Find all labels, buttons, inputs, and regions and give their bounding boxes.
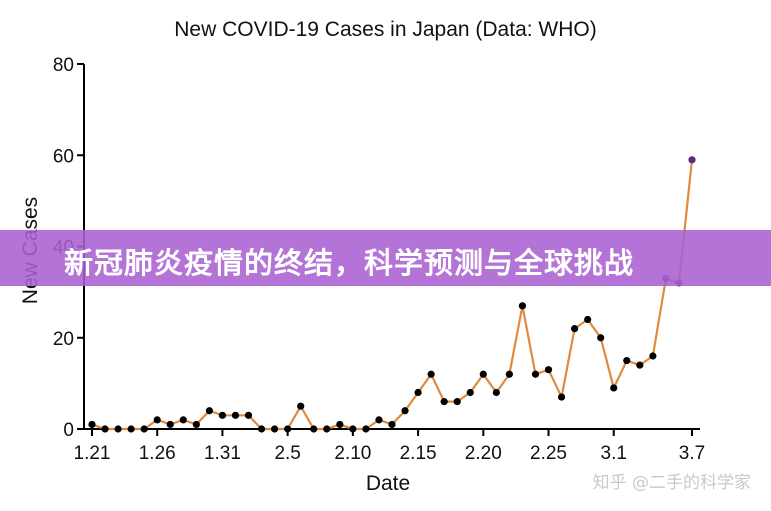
data-point: [336, 420, 344, 429]
data-point: [427, 370, 435, 378]
data-point: [401, 407, 409, 415]
y-tick-label: 20: [53, 329, 74, 350]
x-tick-label: 2.10: [334, 443, 371, 464]
ticks: 0204060801.211.261.312.52.102.152.202.25…: [53, 55, 705, 464]
data-point: [505, 370, 513, 378]
data-point: [140, 425, 148, 433]
y-tick-label: 60: [53, 146, 74, 167]
data-point: [440, 398, 448, 406]
data-point: [362, 425, 370, 433]
data-point: [271, 425, 279, 433]
x-tick-label: 3.1: [601, 443, 627, 464]
y-tick-label: 0: [63, 420, 74, 441]
data-point: [153, 416, 161, 424]
data-point: [231, 411, 240, 419]
data-point: [218, 411, 227, 419]
data-point: [349, 425, 357, 433]
data-point: [479, 370, 487, 378]
data-point: [623, 356, 631, 365]
banner-title: 新冠肺炎疫情的终结，科学预测与全球挑战: [64, 246, 635, 280]
data-point: [388, 420, 396, 429]
data-point: [584, 315, 592, 324]
data-point: [257, 425, 266, 433]
data-point: [192, 420, 200, 429]
x-tick-label: 2.20: [465, 443, 502, 464]
watermark: 知乎 @二手的科学家: [592, 473, 751, 493]
x-tick-label: 2.15: [400, 443, 437, 464]
data-point: [414, 388, 422, 397]
data-point: [375, 416, 383, 424]
data-point: [166, 420, 174, 429]
x-tick-label: 3.7: [679, 443, 705, 464]
data-point: [114, 425, 122, 433]
data-point: [88, 420, 96, 429]
data-point: [284, 425, 292, 433]
x-tick-label: 2.25: [530, 443, 567, 464]
data-point: [127, 425, 135, 433]
data-point: [453, 398, 461, 406]
data-point: [205, 407, 213, 415]
data-point: [101, 425, 109, 433]
data-point: [310, 425, 318, 433]
x-tick-label: 1.31: [204, 443, 241, 464]
data-point: [636, 361, 644, 369]
y-tick-label: 80: [53, 55, 74, 76]
series-line: [91, 159, 694, 431]
x-tick-label: 1.21: [74, 443, 111, 464]
data-point: [297, 402, 305, 410]
data-point: [244, 411, 253, 419]
banner: 新冠肺炎疫情的终结，科学预测与全球挑战: [0, 230, 771, 286]
x-tick-label: 2.5: [274, 443, 300, 464]
data-point: [597, 334, 605, 342]
data-point: [649, 352, 657, 360]
chart-title: New COVID-19 Cases in Japan (Data: WHO): [174, 18, 597, 41]
data-point: [518, 302, 527, 310]
data-point: [688, 156, 696, 164]
data-point: [544, 366, 553, 374]
series: [88, 156, 696, 433]
data-point: [610, 384, 618, 392]
x-axis-label: Date: [366, 472, 410, 495]
data-point: [492, 388, 500, 397]
x-tick-label: 1.26: [139, 443, 176, 464]
data-point: [531, 370, 540, 378]
data-point: [571, 325, 579, 333]
data-point: [179, 416, 187, 424]
data-point: [557, 393, 566, 401]
data-point: [466, 388, 474, 397]
data-point: [323, 425, 331, 433]
